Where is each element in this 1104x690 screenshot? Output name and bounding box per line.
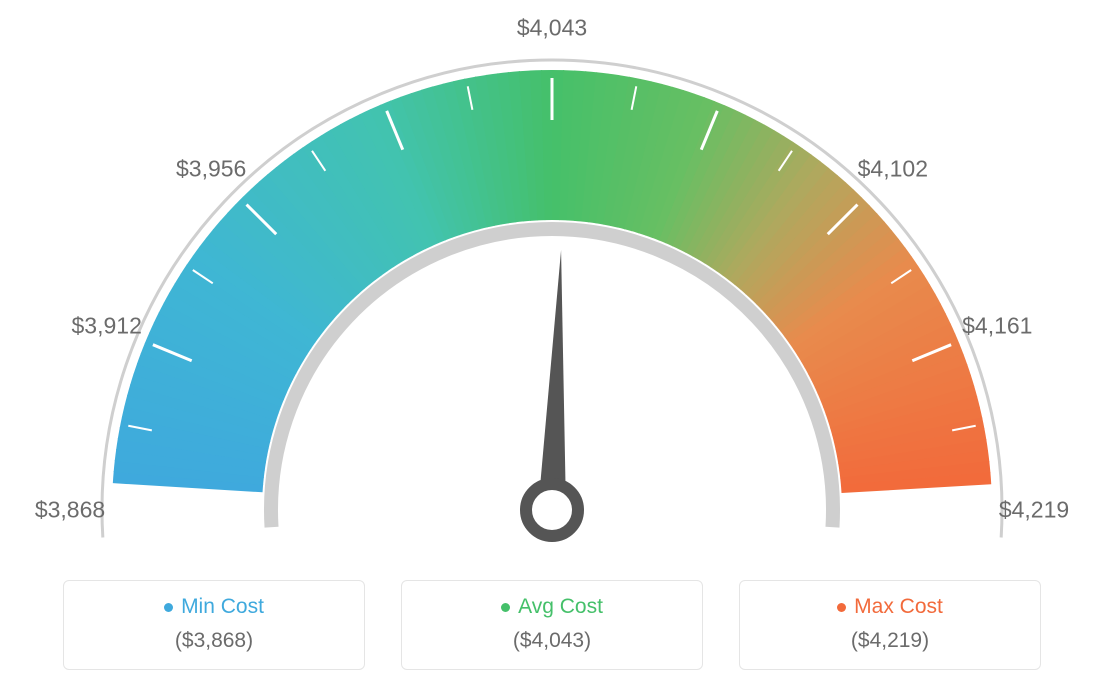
scale-label: $4,161: [962, 312, 1032, 339]
scale-label: $4,102: [858, 156, 928, 183]
dot-min: [164, 603, 173, 612]
gauge-svg: [0, 0, 1104, 560]
dot-avg: [501, 603, 510, 612]
legend-title-max: Max Cost: [837, 595, 943, 619]
legend-value-min: ($3,868): [64, 629, 364, 653]
legend-row: Min Cost ($3,868) Avg Cost ($4,043) Max …: [0, 580, 1104, 670]
cost-gauge-chart: { "gauge": { "type": "gauge", "cx": 552,…: [0, 0, 1104, 690]
scale-label: $3,956: [176, 156, 246, 183]
legend-card-avg: Avg Cost ($4,043): [401, 580, 703, 670]
legend-value-max: ($4,219): [740, 629, 1040, 653]
legend-title-avg: Avg Cost: [501, 595, 603, 619]
dot-max: [837, 603, 846, 612]
gauge-area: $3,868 $3,912 $3,956 $4,043 $4,102 $4,161 $4,2…: [0, 0, 1104, 560]
scale-label: $3,868: [35, 497, 105, 524]
gauge-hub: [526, 484, 578, 536]
legend-value-avg: ($4,043): [402, 629, 702, 653]
legend-title-min: Min Cost: [164, 595, 264, 619]
scale-label: $4,219: [999, 497, 1069, 524]
legend-card-max: Max Cost ($4,219): [739, 580, 1041, 670]
legend-label-max: Max Cost: [854, 595, 943, 619]
legend-label-avg: Avg Cost: [518, 595, 603, 619]
gauge-needle: [538, 250, 566, 510]
scale-label: $3,912: [72, 312, 142, 339]
legend-card-min: Min Cost ($3,868): [63, 580, 365, 670]
legend-label-min: Min Cost: [181, 595, 264, 619]
scale-label: $4,043: [517, 15, 587, 42]
